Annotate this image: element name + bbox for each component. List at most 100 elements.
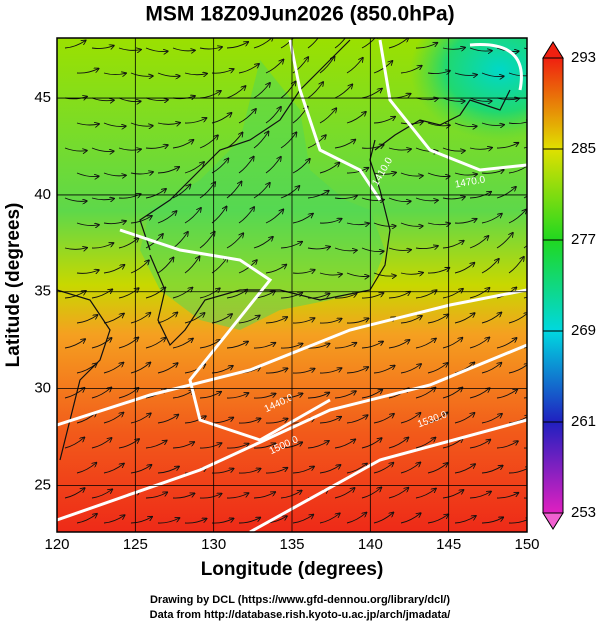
streamline bbox=[319, 417, 341, 424]
streamline bbox=[103, 464, 124, 474]
y-tick-label: 45 bbox=[34, 89, 51, 106]
streamline bbox=[508, 209, 526, 224]
streamline bbox=[442, 289, 463, 299]
x-tick-label: 125 bbox=[123, 536, 148, 553]
streamline bbox=[469, 491, 491, 499]
streamline bbox=[481, 214, 502, 224]
streamline bbox=[454, 464, 475, 474]
streamline bbox=[238, 207, 254, 224]
streamline bbox=[118, 388, 138, 399]
streamline bbox=[469, 337, 489, 349]
streamline bbox=[91, 147, 114, 152]
streamline bbox=[481, 259, 499, 274]
streamline bbox=[400, 462, 420, 474]
coastlines bbox=[57, 39, 511, 461]
streamline bbox=[415, 339, 436, 349]
streamline bbox=[361, 341, 383, 349]
streamline bbox=[400, 413, 420, 424]
streamline bbox=[199, 288, 220, 299]
streamline bbox=[130, 260, 149, 274]
streamline bbox=[103, 221, 126, 224]
streamline bbox=[226, 444, 249, 449]
streamline bbox=[172, 493, 194, 499]
streamline bbox=[523, 296, 527, 299]
streamline bbox=[346, 272, 369, 276]
streamline bbox=[496, 143, 518, 149]
streamline bbox=[307, 441, 329, 449]
cold-patch bbox=[410, 38, 527, 140]
streamline bbox=[427, 122, 450, 126]
streamline bbox=[130, 72, 153, 76]
streamline bbox=[199, 443, 221, 449]
contour-label: 1470.0 bbox=[454, 174, 486, 190]
streamline bbox=[91, 489, 112, 499]
streamline bbox=[130, 313, 150, 324]
streamline bbox=[307, 191, 329, 199]
streamline bbox=[226, 290, 247, 299]
streamline bbox=[400, 364, 421, 374]
streamline bbox=[319, 56, 335, 74]
streamline bbox=[388, 248, 411, 250]
y-tick-label: 30 bbox=[34, 380, 51, 397]
streamline bbox=[442, 197, 465, 199]
streamline bbox=[118, 48, 141, 50]
streamline bbox=[400, 273, 423, 275]
streamline bbox=[454, 122, 477, 127]
streamline bbox=[361, 247, 384, 252]
streamline bbox=[265, 107, 281, 124]
streamline bbox=[427, 172, 450, 177]
streamline bbox=[319, 163, 339, 174]
streamline bbox=[292, 57, 308, 74]
streamline bbox=[226, 393, 248, 399]
streamline bbox=[253, 183, 270, 199]
streamline bbox=[172, 185, 190, 199]
streamline bbox=[334, 391, 356, 399]
streamline bbox=[496, 338, 517, 349]
streamline bbox=[508, 518, 527, 524]
streamline bbox=[145, 492, 167, 499]
streamline bbox=[157, 363, 178, 374]
streamline bbox=[64, 488, 85, 499]
streamline bbox=[184, 416, 206, 424]
streamline bbox=[346, 58, 363, 74]
streamline bbox=[334, 488, 355, 499]
streamline bbox=[481, 72, 504, 77]
streamline bbox=[481, 123, 504, 125]
streamline bbox=[199, 340, 220, 349]
streamline bbox=[481, 313, 501, 324]
contours bbox=[57, 39, 527, 532]
streamline bbox=[523, 397, 527, 399]
streamline bbox=[64, 388, 85, 399]
streamline bbox=[334, 38, 346, 49]
colorbar-top bbox=[542, 41, 564, 59]
streamline bbox=[346, 464, 367, 474]
streamline bbox=[238, 469, 261, 474]
colorbar-tick-label: 285 bbox=[571, 140, 596, 157]
streamline bbox=[508, 257, 524, 274]
streamline bbox=[118, 337, 138, 349]
streamline bbox=[346, 112, 366, 124]
streamline bbox=[307, 38, 319, 49]
streamline bbox=[373, 366, 395, 374]
streamline bbox=[103, 73, 126, 75]
streamline bbox=[523, 447, 527, 449]
streamline bbox=[91, 97, 114, 101]
streamline bbox=[118, 288, 139, 299]
streamline bbox=[238, 64, 259, 74]
streamline bbox=[280, 242, 302, 249]
streamline bbox=[145, 338, 165, 349]
streamline bbox=[319, 108, 336, 124]
streamline bbox=[454, 413, 475, 424]
streamline bbox=[184, 73, 207, 75]
streamline bbox=[130, 363, 150, 374]
streamline bbox=[145, 98, 168, 101]
streamline bbox=[496, 389, 517, 399]
streamline bbox=[118, 97, 141, 102]
streamline bbox=[442, 97, 465, 101]
streamline bbox=[427, 463, 448, 474]
streamline bbox=[76, 514, 97, 524]
streamline bbox=[496, 233, 513, 249]
streamline bbox=[64, 147, 87, 151]
